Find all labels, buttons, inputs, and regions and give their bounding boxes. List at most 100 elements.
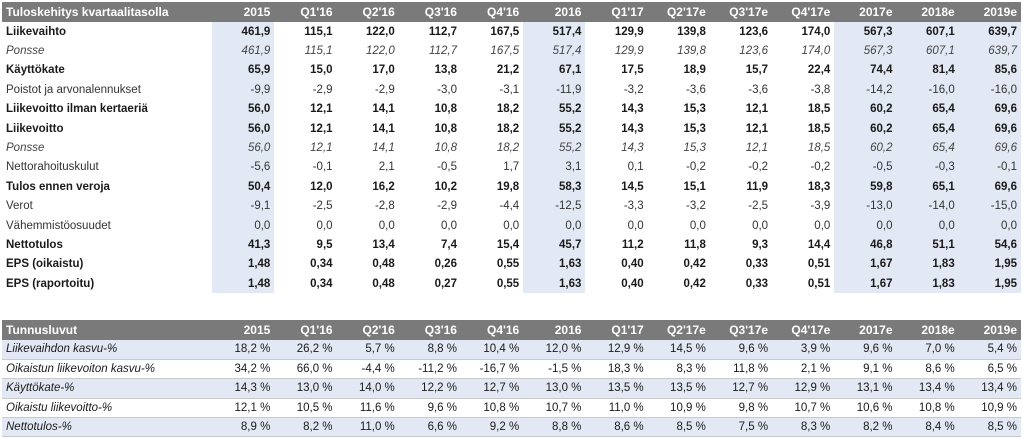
table-cell: 1,83: [896, 254, 959, 275]
column-header: 2019e: [958, 320, 1021, 340]
table-cell: 13,8: [434, 64, 457, 77]
table-cell: 123,6: [739, 45, 769, 58]
table-cell: -14,2: [834, 80, 897, 100]
table-cell: -1,5 %: [548, 363, 582, 376]
table-cell: 13,0 %: [296, 382, 333, 395]
table-row: Nettotulos 41,3 9,5 13,4 7,4 15,4 45,7 11,2 11,8…: [2, 235, 1021, 255]
table-cell: 69,6: [958, 118, 1021, 139]
column-header: Q2'16: [336, 2, 399, 22]
table-cell: 60,2: [834, 138, 897, 158]
table-cell: -3,3: [623, 200, 644, 213]
table-cell: 11,0 %: [359, 421, 395, 434]
table-cell: 115,1: [304, 45, 333, 58]
table-cell: 17,5: [621, 64, 644, 77]
table-cell: 567,3: [834, 41, 897, 61]
table-cell: 0,40: [621, 277, 644, 290]
table-cell: 12,7 %: [483, 382, 520, 395]
table-cell: 0,0: [834, 215, 897, 236]
column-header: 2015: [212, 320, 275, 340]
table-cell: 0,0: [440, 219, 457, 232]
table-cell: 55,2: [523, 99, 586, 119]
table-row: Vähemmistöosuudet 0,0 0,0 0,0 0,0 0,0 0,0 0,0 0,…: [2, 215, 1021, 236]
table-cell: 19,8: [496, 180, 520, 193]
column-header: 2018e: [896, 320, 959, 340]
row-label: Tulos ennen veroja: [6, 180, 110, 193]
column-header: 2018e: [896, 2, 959, 22]
table-cell: 11,6 %: [359, 401, 395, 414]
table-cell: 0,1: [627, 161, 644, 174]
table-cell: -3,2: [686, 200, 706, 213]
table-header-row: Tuloskehitys kvartaalitasolla 2015 Q1'16 Q2…: [2, 2, 1021, 22]
table-row: Ponsse 461,9 115,1 122,0 112,7 167,5 517,4 129,…: [2, 41, 1021, 61]
table-cell: 14,5 %: [670, 343, 706, 356]
table-cell: 8,6 %: [614, 421, 644, 434]
table-cell: 0,27: [434, 277, 457, 290]
table-cell: 112,7: [428, 25, 457, 38]
table-cell: 8,9 %: [240, 421, 271, 434]
row-label: Liikevaihdon kasvu-%: [6, 343, 118, 356]
row-label: Nettotulos-%: [6, 421, 72, 434]
table-cell: 60,2: [834, 118, 897, 139]
table-cell: 18,2: [496, 142, 520, 155]
table-cell: 10,8 %: [483, 401, 520, 414]
table-cell: 18,5: [807, 142, 831, 155]
row-label: EPS (oikaistu): [6, 258, 84, 271]
table-cell: 167,5: [490, 45, 520, 58]
table-title: Tuloskehitys kvartaalitasolla: [2, 2, 213, 22]
table-cell: 0,51: [807, 277, 831, 290]
table-cell: -9,1: [212, 196, 275, 216]
table-cell: 3,9 %: [800, 343, 831, 356]
table-cell: 18,9: [683, 64, 706, 77]
table-cell: 8,8 %: [552, 421, 582, 434]
table-cell: 51,1: [896, 235, 959, 255]
table-cell: 13,1 %: [856, 382, 893, 395]
table-cell: 56,0: [212, 118, 275, 139]
table-cell: 0,33: [745, 258, 769, 271]
table-cell: 22,4: [807, 64, 831, 77]
table-cell: 7,5 %: [738, 421, 769, 434]
table-row: Nettorahoituskulut -5,6 -0,1 2,1 -0,5 1,7 3,1 0…: [2, 157, 1021, 178]
table-cell: 1,63: [523, 274, 586, 294]
column-header: Q4'16: [460, 320, 524, 340]
table-cell: 9,3: [752, 238, 769, 251]
table-cell: 639,7: [958, 41, 1021, 61]
table-cell: 0,48: [372, 258, 395, 271]
table-cell: 0,48: [372, 277, 395, 290]
table-cell: 65,4: [896, 99, 959, 119]
table-cell: 112,7: [429, 45, 457, 58]
row-label: Liikevaihto: [6, 25, 67, 38]
table-cell: 1,67: [834, 254, 897, 275]
table-cell: 8,2 %: [303, 421, 333, 434]
table-cell: 18,3 %: [607, 363, 644, 376]
table-cell: 8,2 %: [863, 421, 893, 434]
table-cell: 0,40: [621, 258, 644, 271]
row-label: Ponsse: [6, 45, 45, 58]
table-cell: 13,4: [372, 238, 395, 251]
table-cell: 50,4: [212, 177, 275, 197]
table-cell: -2,5: [748, 200, 769, 213]
table-cell: 11,8 %: [733, 363, 769, 376]
table-cell: 10,8 %: [918, 401, 955, 414]
table-cell: 10,9 %: [981, 401, 1017, 414]
table-cell: 12,7 %: [732, 382, 769, 395]
table-cell: 21,2: [496, 64, 520, 77]
table-cell: -2,9: [374, 83, 395, 96]
table-cell: 607,1: [896, 41, 959, 61]
table-cell: 69,6: [958, 138, 1021, 158]
table-row: Käyttökate 65,9 15,0 17,0 13,8 21,2 67,1 17,5 18…: [2, 60, 1021, 81]
table-cell: 10,8: [434, 103, 457, 116]
table-cell: 69,6: [958, 177, 1021, 197]
row-label: Vähemmistöosuudet: [6, 219, 111, 232]
table-cell: 12,9 %: [794, 382, 831, 395]
table-cell: -16,0: [896, 80, 959, 100]
table-cell: 12,2 %: [421, 382, 457, 395]
table-cell: 15,7: [745, 64, 769, 77]
table-cell: 65,4: [896, 118, 959, 139]
table-cell: 0,34: [310, 258, 333, 271]
row-label: Verot: [6, 200, 33, 213]
table-cell: 12,1: [745, 122, 769, 135]
table-row: Käyttökate-% 14,3 % 13,0 % 14,0 % 12,2 % 12,7…: [2, 378, 1021, 399]
table-cell: 0,0: [752, 219, 769, 232]
table-cell: 7,0 %: [925, 343, 955, 356]
column-header: 2019e: [958, 2, 1021, 22]
